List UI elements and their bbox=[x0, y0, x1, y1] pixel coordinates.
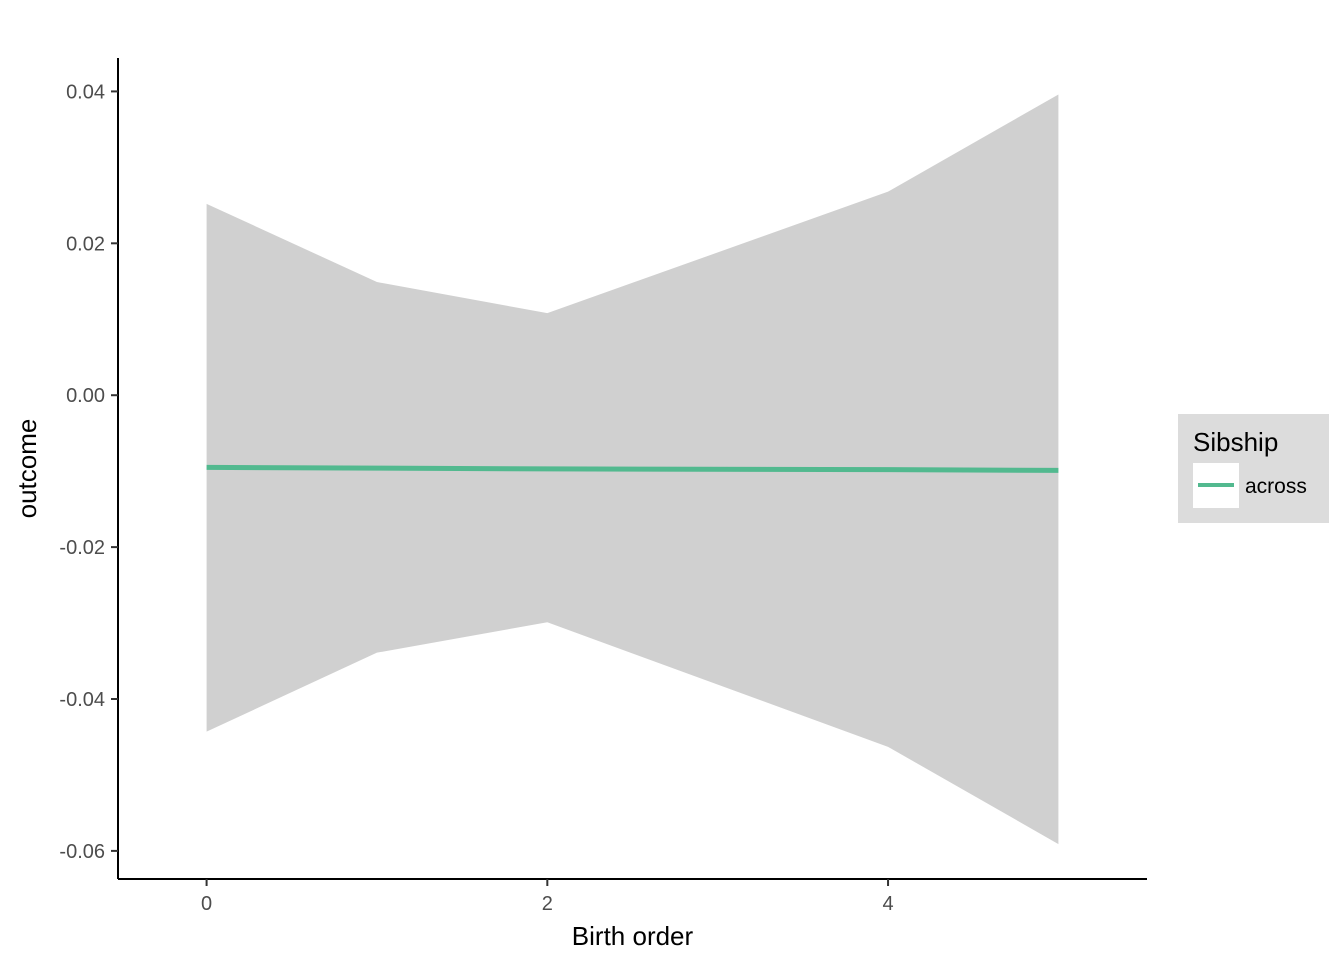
legend-entry-across: across bbox=[1245, 475, 1307, 498]
y-tick-label: 0.04 bbox=[66, 81, 105, 103]
legend-title: Sibship bbox=[1193, 427, 1278, 457]
y-axis-title: outcome bbox=[12, 419, 42, 519]
legend: Sibship across bbox=[1178, 414, 1329, 523]
y-tick-label: 0.00 bbox=[66, 385, 105, 407]
x-ticks: 0 2 4 bbox=[201, 879, 894, 915]
y-tick-label: -0.06 bbox=[59, 841, 105, 863]
y-tick-label: 0.02 bbox=[66, 233, 105, 255]
y-tick-label: -0.02 bbox=[59, 537, 105, 559]
line-layer bbox=[206, 464, 1059, 473]
x-tick-label: 4 bbox=[882, 893, 893, 915]
y-ticks: 0.04 0.02 0.00 -0.02 -0.04 -0.06 bbox=[59, 81, 118, 863]
x-tick-label: 2 bbox=[542, 893, 553, 915]
y-tick-label: -0.04 bbox=[59, 689, 105, 711]
x-axis-title: Birth order bbox=[572, 921, 694, 951]
x-tick-label: 0 bbox=[201, 893, 212, 915]
series-line-across bbox=[206, 464, 1059, 473]
